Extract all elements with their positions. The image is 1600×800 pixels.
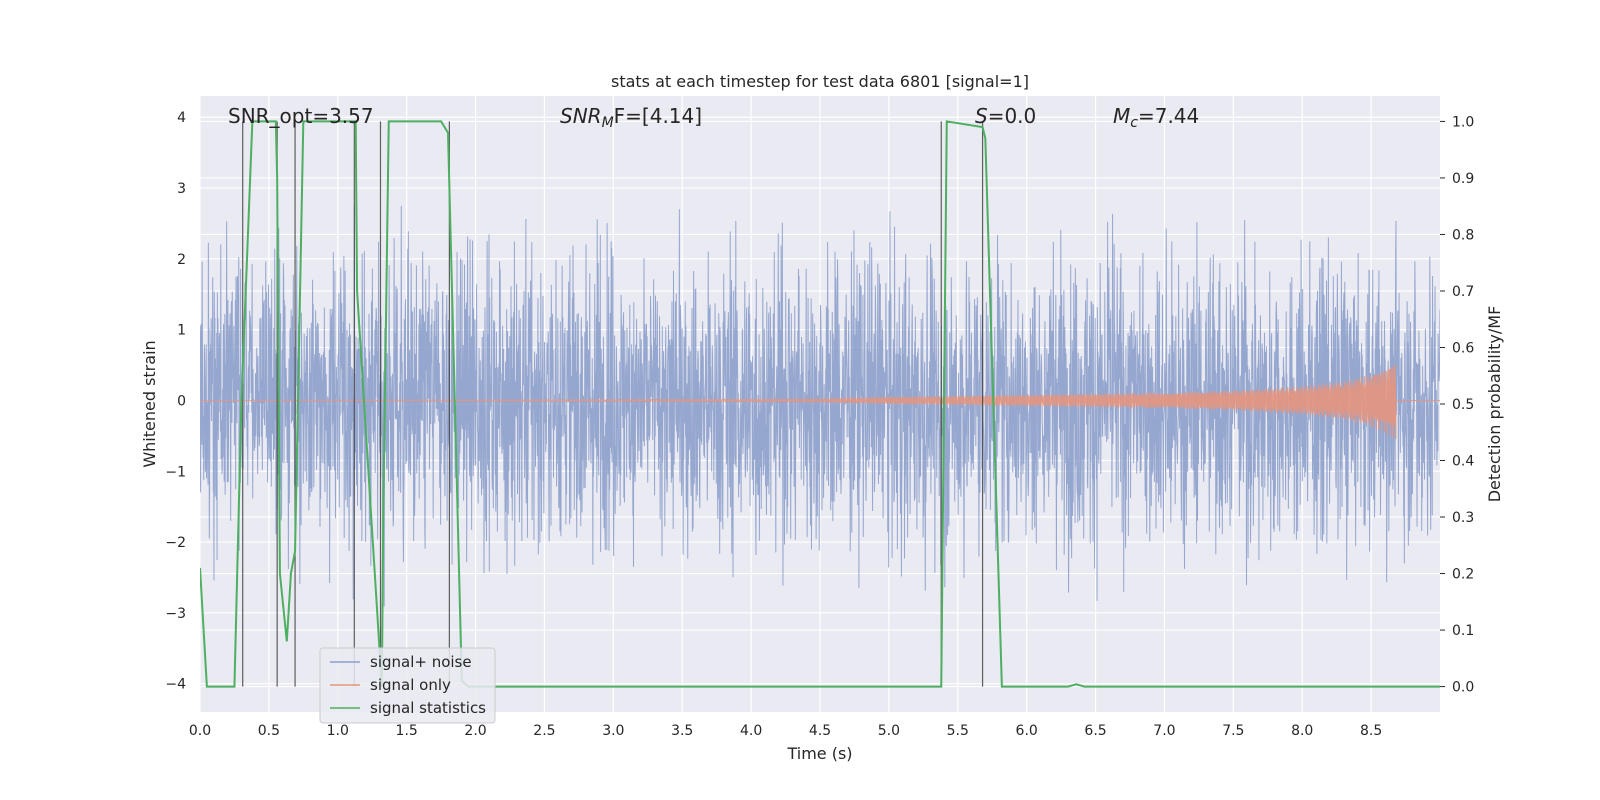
s-annotation: S=0.0 [975,104,1036,128]
y2-tick-label: 1.0 [1452,114,1474,130]
y-axis-label: Whitened strain [140,340,159,467]
legend-label-stats: signal statistics [370,699,486,717]
legend-box [319,647,496,724]
legend: signal+ noise signal only signal statist… [319,647,496,724]
x-tick-label: 8.0 [1291,723,1313,739]
y-tick-label: −4 [165,677,186,693]
y-tick-label: −3 [165,606,186,622]
x-tick-labels: 0.0 0.5 1.0 1.5 2.0 2.5 3.0 3.5 4.0 4.5 5.0 5.5 6.0 6… [189,723,1382,739]
x-tick-label: 2.0 [464,723,486,739]
x-tick-label: 7.0 [1153,723,1175,739]
x-tick-label: 6.0 [1016,723,1038,739]
vertical-markers [242,121,984,687]
x-tick-label: 5.5 [947,723,969,739]
y2-tick-labels: 1.0 0.9 0.8 0.7 0.6 0.5 0.4 0.3 0.2 0.1 0.0 [1440,114,1474,696]
x-tick-label: 1.5 [396,723,418,739]
y-tick-label: 3 [177,181,186,197]
snr-mf-subscript: M [602,115,614,131]
s-value: =0.0 [988,104,1037,128]
signal-noise-series [200,205,1440,607]
x-tick-label: 4.5 [809,723,831,739]
x-axis-label: Time (s) [786,744,852,763]
y2-tick-label: 0.2 [1452,567,1474,583]
signal-statistics-series [200,120,1440,688]
y2-tick-label: 0.0 [1452,680,1474,696]
y-tick-labels: 4 3 2 1 0 −1 −2 −3 −4 [165,110,186,692]
x-tick-label: 0.0 [189,723,211,739]
snr-mf-annotation: SNRMF=[4.14] [560,104,702,131]
x-tick-label: 7.5 [1222,723,1244,739]
x-tick-label: 3.0 [602,723,624,739]
x-tick-label: 8.5 [1360,723,1382,739]
y2-tick-label: 0.4 [1452,454,1474,470]
legend-label-signal: signal only [370,676,451,694]
x-tick-label: 1.0 [327,723,349,739]
y-tick-label: −2 [165,535,186,551]
mc-annotation: Mc=7.44 [1113,104,1199,131]
x-tick-label: 0.5 [258,723,280,739]
x-tick-label: 3.5 [671,723,693,739]
mc-symbol: M [1113,104,1130,128]
snr-opt-annotation: SNR_opt=3.57 [228,104,374,128]
mc-subscript: c [1130,115,1138,131]
y2-tick-label: 0.7 [1452,284,1474,300]
mc-value: =7.44 [1138,104,1199,128]
y-tick-label: 0 [177,393,186,409]
chart-title: stats at each timestep for test data 680… [611,72,1029,91]
signal-only-series [200,364,1440,440]
y2-tick-label: 0.3 [1452,510,1474,526]
y-tick-label: 2 [177,252,186,268]
y2-tick-label: 0.6 [1452,340,1474,356]
y2-axis-label: Detection probability/MF [1485,306,1504,503]
y2-tick-label: 0.1 [1452,623,1474,639]
x-tick-label: 6.5 [1084,723,1106,739]
snr-mf-symbol: SNR [560,104,602,128]
y-tick-label: 1 [177,323,186,339]
snr-mf-value: F=[4.14] [614,104,702,128]
x-tick-label: 4.0 [740,723,762,739]
y2-tick-label: 0.5 [1452,397,1474,413]
s-symbol: S [975,104,988,128]
y-tick-label: −1 [165,464,186,480]
x-tick-label: 2.5 [533,723,555,739]
y-tick-label: 4 [177,110,186,126]
y2-tick-label: 0.8 [1452,227,1474,243]
y2-tick-label: 0.9 [1452,171,1474,187]
x-tick-label: 5.0 [878,723,900,739]
legend-label-noise: signal+ noise [370,653,472,671]
